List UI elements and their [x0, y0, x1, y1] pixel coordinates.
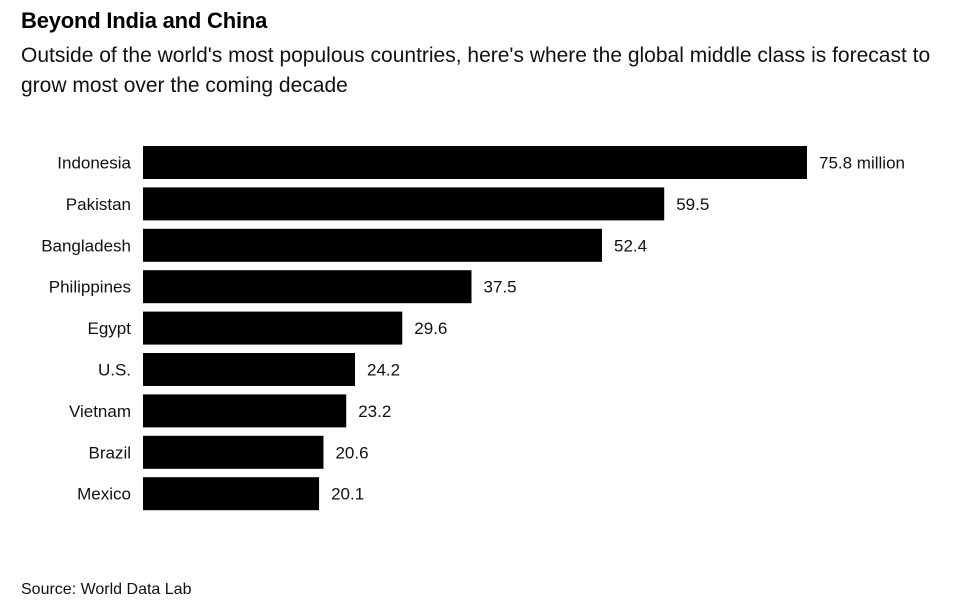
category-label: Vietnam	[69, 402, 131, 421]
bar	[143, 353, 355, 386]
value-label: 59.5	[676, 195, 709, 214]
value-label: 20.6	[335, 443, 368, 462]
value-label: 75.8 million	[819, 154, 905, 173]
value-label: 24.2	[367, 361, 400, 380]
category-label: Philippines	[49, 278, 131, 297]
value-label: 37.5	[483, 278, 516, 297]
chart-title: Beyond India and China	[21, 8, 268, 33]
category-label: Mexico	[77, 485, 131, 504]
bar	[143, 146, 807, 179]
bar	[143, 228, 603, 262]
value-label: 23.2	[358, 402, 391, 421]
category-label: Indonesia	[57, 154, 131, 173]
source-note: Source: World Data Lab	[21, 581, 192, 598]
category-label: Bangladesh	[41, 236, 131, 255]
category-label: Brazil	[88, 443, 131, 462]
value-label: 20.1	[331, 485, 364, 504]
bar	[143, 435, 324, 469]
bar	[143, 270, 472, 304]
category-label: Egypt	[88, 319, 132, 338]
bar	[143, 187, 665, 221]
bar	[143, 311, 403, 345]
bar	[143, 394, 347, 428]
value-label: 52.4	[614, 236, 647, 255]
chart-subtitle: Outside of the world's most populous cou…	[21, 44, 931, 97]
category-label: U.S.	[98, 361, 131, 380]
bar	[143, 477, 320, 511]
category-label: Pakistan	[66, 195, 131, 214]
value-label: 29.6	[414, 319, 447, 338]
